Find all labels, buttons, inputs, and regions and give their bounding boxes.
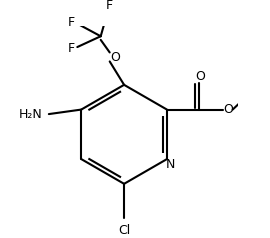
Text: F: F [68,16,75,29]
Text: F: F [106,0,113,12]
Text: H₂N: H₂N [19,108,43,121]
Text: Cl: Cl [118,224,130,237]
Text: O: O [223,103,233,116]
Text: F: F [68,42,75,55]
Text: O: O [195,70,205,83]
Text: O: O [110,51,120,64]
Text: N: N [166,158,175,171]
